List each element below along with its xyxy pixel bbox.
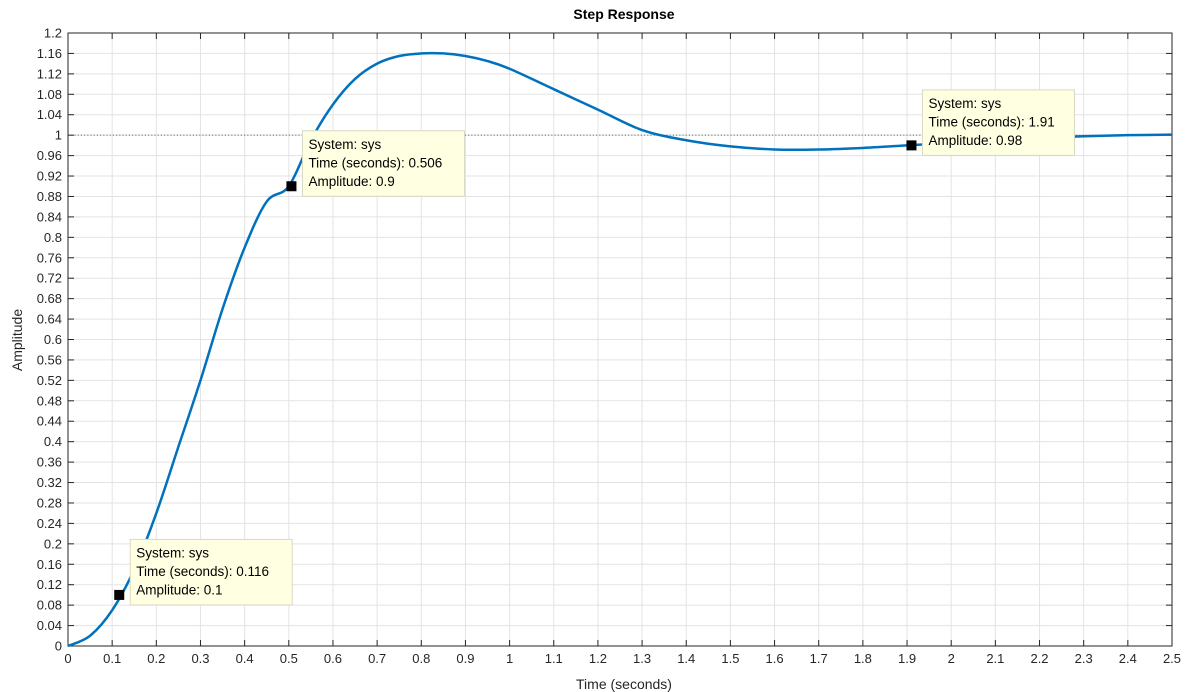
- y-tick-label: 0.44: [37, 414, 62, 429]
- plot-frame: [67, 32, 1173, 647]
- y-tick-label: 0.92: [37, 169, 62, 184]
- x-tick-label: 1.5: [721, 651, 739, 666]
- y-tick-label: 1.12: [37, 66, 62, 81]
- y-tick-label: 0.2: [44, 536, 62, 551]
- data-tip-marker[interactable]: [906, 140, 917, 151]
- x-tick-label: 1: [506, 651, 513, 666]
- y-tick-label: 0.6: [44, 332, 62, 347]
- data-tip-line: Time (seconds): 0.116: [136, 564, 269, 579]
- y-tick-label: 0.04: [37, 618, 62, 633]
- x-tick-label: 0.5: [280, 651, 298, 666]
- y-tick-label: 0.88: [37, 189, 62, 204]
- data-tip: System: sys Time (seconds): 0.506 Amplitud…: [286, 130, 465, 197]
- x-tick-label: 0.7: [368, 651, 386, 666]
- y-tick-label: 0.32: [37, 475, 62, 490]
- y-tick-label: 1.04: [37, 107, 62, 122]
- y-tick-label: 0.36: [37, 455, 62, 470]
- x-tick-label: 2.4: [1119, 651, 1137, 666]
- x-tick-label: 1.8: [854, 651, 872, 666]
- data-tip-line: System: sys: [308, 137, 381, 152]
- data-tip-line: System: sys: [136, 545, 209, 560]
- y-tick-label: 0.12: [37, 577, 62, 592]
- x-tick-label: 0.4: [236, 651, 254, 666]
- y-tick-label: 0.72: [37, 271, 62, 286]
- y-tick-label: 0.4: [44, 434, 62, 449]
- x-axis-label: Time (seconds): [576, 676, 672, 692]
- x-tick-label: 0.1: [103, 651, 121, 666]
- x-tick-label: 2.5: [1163, 651, 1181, 666]
- data-tips: System: sys Time (seconds): 0.116 Amplitud…: [114, 89, 1075, 606]
- x-tick-label: 0.2: [147, 651, 165, 666]
- y-tick-label: 0.76: [37, 250, 62, 265]
- x-tick-label: 1.4: [677, 651, 695, 666]
- x-tick-label: 0.6: [324, 651, 342, 666]
- y-tick-label: 0.64: [37, 312, 62, 327]
- y-tick-label: 0.48: [37, 393, 62, 408]
- y-tick-label: 0.84: [37, 209, 62, 224]
- y-tick-label: 1: [55, 128, 62, 143]
- data-tip-line: Time (seconds): 0.506: [308, 155, 442, 170]
- y-tick-labels: 0 0.04 0.08 0.12 0.16 0.2 0.24 0.28 0.32 0.36 0.4 0…: [37, 26, 62, 654]
- x-tick-label: 2.1: [986, 651, 1004, 666]
- y-tick-label: 1.16: [37, 46, 62, 61]
- x-tick-label: 2.3: [1075, 651, 1093, 666]
- x-tick-label: 1.2: [589, 651, 607, 666]
- data-tip-line: Amplitude: 0.1: [136, 582, 222, 597]
- data-tip-box: [921, 89, 1075, 156]
- data-tip-box: [129, 538, 293, 606]
- x-tick-label: 0.9: [456, 651, 474, 666]
- x-tick-label: 1.7: [810, 651, 828, 666]
- data-tip-line: Amplitude: 0.98: [928, 133, 1022, 148]
- x-tick-label: 0.8: [412, 651, 430, 666]
- y-axis-label: Amplitude: [9, 309, 25, 371]
- data-tip-line: Time (seconds): 1.91: [928, 114, 1054, 129]
- y-tick-label: 0.24: [37, 516, 62, 531]
- data-tip: System: sys Time (seconds): 0.116 Amplitud…: [114, 538, 293, 606]
- data-tip: System: sys Time (seconds): 1.91 Amplitude…: [906, 89, 1075, 156]
- y-tick-label: 0: [55, 639, 62, 654]
- x-tick-label: 2.2: [1030, 651, 1048, 666]
- y-tick-label: 0.96: [37, 148, 62, 163]
- y-tick-label: 1.2: [44, 26, 62, 41]
- y-tick-label: 1.08: [37, 87, 62, 102]
- data-tip-box: [301, 130, 465, 197]
- data-tip-marker[interactable]: [286, 181, 297, 192]
- y-tick-label: 0.68: [37, 291, 62, 306]
- y-tick-label: 0.16: [37, 557, 62, 572]
- y-tick-label: 0.8: [44, 230, 62, 245]
- x-tick-label: 2: [948, 651, 955, 666]
- x-tick-label: 0.3: [191, 651, 209, 666]
- x-tick-label: 0: [64, 651, 71, 666]
- data-tip-line: System: sys: [928, 96, 1001, 111]
- axes: [67, 32, 1173, 647]
- x-tick-label: 1.6: [766, 651, 784, 666]
- y-tick-label: 0.56: [37, 352, 62, 367]
- x-tick-label: 1.9: [898, 651, 916, 666]
- y-tick-label: 0.52: [37, 373, 62, 388]
- x-tick-labels: 0 0.1 0.2 0.3 0.4 0.5 0.6 0.7 0.8 0.9 1 1.1 1.2 1.3 1.…: [64, 651, 1181, 666]
- y-tick-label: 0.28: [37, 495, 62, 510]
- y-tick-label: 0.08: [37, 598, 62, 613]
- x-tick-label: 1.3: [633, 651, 651, 666]
- x-tick-label: 1.1: [545, 651, 563, 666]
- data-tip-line: Amplitude: 0.9: [308, 174, 394, 189]
- chart-title: Step Response: [573, 6, 674, 22]
- data-tip-marker[interactable]: [114, 589, 125, 600]
